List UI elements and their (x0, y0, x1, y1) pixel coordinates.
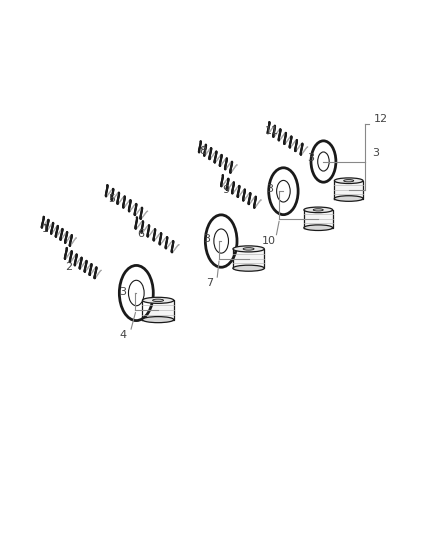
Ellipse shape (243, 248, 254, 250)
Text: 3: 3 (119, 287, 126, 297)
Ellipse shape (334, 196, 363, 201)
Text: 12: 12 (374, 114, 388, 124)
Ellipse shape (142, 297, 174, 303)
Ellipse shape (233, 246, 264, 252)
Text: 2: 2 (65, 262, 72, 271)
Ellipse shape (268, 168, 298, 215)
Ellipse shape (142, 317, 174, 322)
Text: 5: 5 (108, 193, 115, 204)
Polygon shape (142, 300, 174, 320)
Text: 9: 9 (222, 184, 229, 195)
Text: 3: 3 (307, 154, 314, 163)
Ellipse shape (214, 229, 229, 253)
Polygon shape (233, 249, 264, 268)
Ellipse shape (334, 178, 363, 183)
Ellipse shape (205, 215, 237, 267)
Text: 8: 8 (199, 146, 206, 156)
Text: 6: 6 (137, 229, 144, 239)
Text: 3: 3 (266, 184, 273, 194)
Ellipse shape (152, 299, 163, 302)
Text: 3: 3 (203, 234, 210, 244)
Ellipse shape (119, 265, 153, 320)
Text: 7: 7 (206, 278, 213, 288)
Ellipse shape (128, 280, 144, 306)
Ellipse shape (318, 152, 329, 171)
Text: 3: 3 (372, 148, 379, 158)
Text: 10: 10 (261, 236, 276, 246)
Text: 1: 1 (42, 224, 49, 235)
Ellipse shape (313, 209, 323, 211)
Ellipse shape (304, 207, 332, 213)
Polygon shape (334, 181, 363, 198)
Polygon shape (304, 210, 332, 228)
Ellipse shape (304, 225, 332, 230)
Text: 4: 4 (120, 330, 127, 341)
Ellipse shape (311, 141, 336, 182)
Text: 11: 11 (265, 126, 279, 136)
Ellipse shape (344, 180, 354, 182)
Ellipse shape (277, 180, 290, 202)
Ellipse shape (233, 265, 264, 271)
